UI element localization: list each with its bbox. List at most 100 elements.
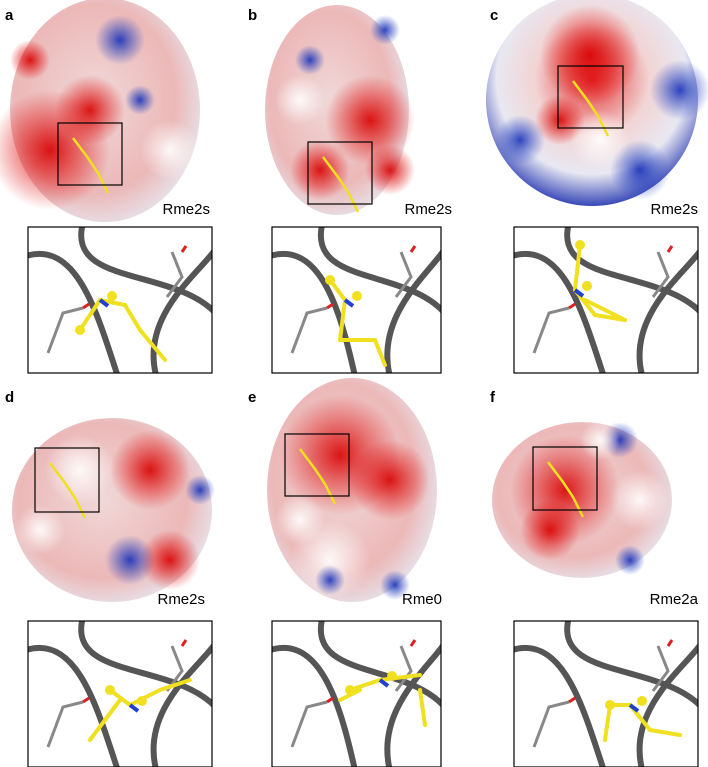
ligand-label: Rme2s <box>650 201 698 218</box>
surface-patch <box>140 120 200 180</box>
backbone-ribbon <box>514 251 606 373</box>
ligand-stick <box>573 243 582 292</box>
panel-letter: f <box>490 389 496 406</box>
zoom-frame <box>271 620 442 767</box>
backbone-ribbon <box>384 249 441 373</box>
panel-letter: b <box>248 7 257 24</box>
panel-letter: c <box>490 7 498 24</box>
side-chain <box>290 251 413 354</box>
ligand-label: Rme2s <box>157 591 205 608</box>
backbone-ribbon <box>317 227 441 314</box>
surface-patch <box>185 475 215 505</box>
surface-patch <box>540 5 640 105</box>
oxygen <box>568 639 674 704</box>
methyl-sphere <box>605 700 615 710</box>
methyl-sphere <box>352 291 362 301</box>
ligand-label: Rme2s <box>162 201 210 218</box>
methyl-sphere <box>582 281 592 291</box>
oxygen <box>326 245 417 310</box>
panel-letter: d <box>5 389 14 406</box>
surface-patch <box>275 75 325 125</box>
methyl-sphere <box>345 685 355 695</box>
zoom-view <box>28 621 212 767</box>
methyl-sphere <box>107 291 117 301</box>
backbone-ribbon <box>317 621 441 708</box>
zoom-region <box>532 446 598 511</box>
surface-patch <box>10 40 50 80</box>
zoom-region <box>284 433 350 497</box>
surface-patch <box>55 75 125 145</box>
zoom-view <box>28 227 212 373</box>
backbone-ribbon <box>384 643 441 767</box>
surface-patch <box>570 110 630 170</box>
surface-patch <box>290 140 350 200</box>
nitrogen <box>128 703 140 713</box>
ligand-label: Rme2s <box>404 201 452 218</box>
surface-patch <box>105 535 155 585</box>
ligand <box>547 461 585 518</box>
side-chain <box>532 645 670 748</box>
oxygen <box>326 639 417 704</box>
surface-patch <box>45 435 115 505</box>
surface-patch <box>95 15 145 65</box>
nitrogen <box>98 298 110 308</box>
ligand-stick <box>418 688 427 727</box>
zoom-region <box>34 447 100 513</box>
methyl-sphere <box>575 240 585 250</box>
surface-patch <box>380 570 410 600</box>
zoom-view <box>514 621 698 767</box>
ligand-stick <box>138 328 167 362</box>
methyl-sphere <box>387 671 397 681</box>
surface-patch <box>350 440 430 520</box>
ligand <box>572 80 610 137</box>
side-chain <box>532 251 670 354</box>
ligand-stick <box>78 298 102 332</box>
surface-patch <box>295 45 325 75</box>
surface-patch <box>495 115 545 165</box>
backbone-ribbon <box>564 621 698 708</box>
backbone-ribbon <box>150 642 212 767</box>
zoom-region <box>557 65 624 129</box>
zoom-frame <box>513 620 699 767</box>
surface-patch <box>520 500 580 560</box>
surface-patch <box>370 15 400 45</box>
backbone-ribbon <box>28 251 120 373</box>
zoom-frame <box>513 226 699 374</box>
backbone-ribbon <box>514 645 606 767</box>
side-chain <box>46 251 184 354</box>
backbone-ribbon <box>636 248 698 373</box>
zoom-view <box>272 621 441 767</box>
surface-patch <box>650 60 708 120</box>
surface-patch <box>15 505 65 555</box>
zoom-region <box>57 122 123 186</box>
ligand <box>49 462 87 519</box>
backbone-ribbon <box>28 645 120 767</box>
zoom-frame <box>27 226 213 374</box>
surface-patch <box>315 565 345 595</box>
zoom-frame <box>271 226 442 374</box>
ligand-stick <box>373 338 387 367</box>
surface-patch <box>125 85 155 115</box>
surface-patch <box>140 530 200 590</box>
ligand-label: Rme0 <box>402 591 442 608</box>
methyl-sphere <box>75 325 85 335</box>
panel-letter: a <box>5 7 14 24</box>
backbone-ribbon <box>272 645 358 767</box>
surface-patch <box>110 430 190 510</box>
backbone-ribbon <box>636 642 698 767</box>
zoom-bg <box>272 621 441 767</box>
nitrogen <box>628 703 640 713</box>
oxygen <box>82 245 188 310</box>
ligand-label: Rme2a <box>650 591 699 608</box>
ligand-stick <box>158 678 192 692</box>
side-chain <box>290 645 413 748</box>
oxygen <box>568 245 674 310</box>
surface-patch <box>610 470 670 530</box>
oxygen <box>82 639 188 704</box>
ligand-stick <box>338 298 347 342</box>
ligand-stick <box>348 678 382 692</box>
ligand-stick <box>123 303 142 332</box>
surface-patch <box>275 495 325 545</box>
panel-letter: e <box>248 389 256 406</box>
surface-patch <box>365 145 415 195</box>
